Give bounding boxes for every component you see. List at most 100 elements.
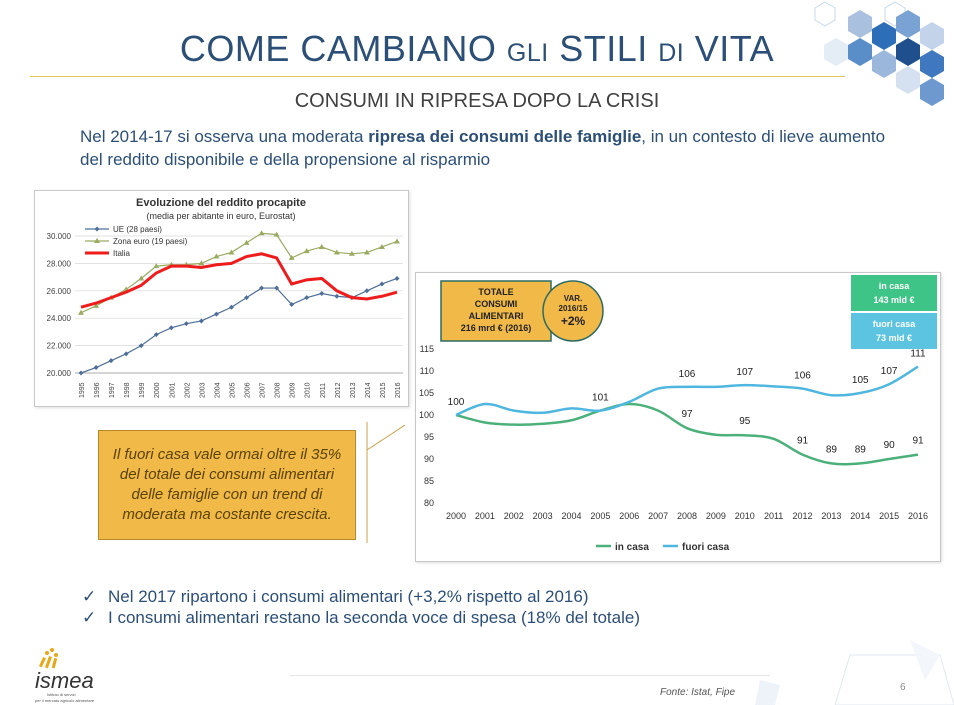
x-tick-label: 2010 — [305, 382, 312, 398]
x-tick-label: 2005 — [590, 511, 610, 521]
data-point — [318, 243, 325, 249]
x-tick-label: 2005 — [229, 382, 236, 398]
callout-box: Il fuori casa vale ormai oltre il 35% de… — [98, 430, 356, 540]
data-point — [123, 351, 129, 357]
legend-marker — [94, 238, 100, 243]
data-label: 90 — [884, 440, 896, 451]
chart-subtitle: (media per abitante in euro, Eurostat) — [146, 211, 295, 221]
data-point — [333, 249, 340, 255]
y-tick-label: 22.000 — [47, 342, 72, 351]
x-tick-label: 2000 — [446, 511, 466, 521]
variation-label: 2016/15 — [559, 304, 588, 313]
data-label: 106 — [794, 371, 811, 382]
x-tick-label: 2015 — [380, 382, 387, 398]
consumption-chart-panel: 80 85 90 95 100 105 110 115 2000 2001 2002 2003 2004… — [415, 272, 941, 562]
data-point — [394, 275, 400, 281]
checkmark-icon: ✓ — [82, 608, 97, 627]
fuori-casa-box — [851, 313, 937, 349]
income-chart-panel: Evoluzione del reddito procapite (media p… — [34, 190, 409, 407]
x-tick-label: 2000 — [154, 382, 161, 398]
x-tick-label: 2007 — [648, 511, 668, 521]
svg-text:per il mercato agricolo alimen: per il mercato agricolo alimentare — [35, 698, 95, 703]
x-tick-label: 2013 — [350, 382, 357, 398]
data-point — [168, 325, 174, 331]
data-point — [244, 295, 250, 301]
data-point — [78, 309, 84, 315]
page-subtitle: CONSUMI IN RIPRESA DOPO LA CRISI — [294, 90, 660, 112]
consumption-chart: 80 85 90 95 100 105 110 115 2000 2001 2002 2003 2004… — [419, 275, 937, 553]
in-casa-value: 143 mld € — [873, 295, 914, 305]
x-tick-label: 2006 — [245, 382, 252, 398]
y-tick-label: 95 — [424, 432, 434, 442]
y-tick-label: 20.000 — [47, 369, 72, 378]
data-point — [198, 260, 205, 266]
x-tick-label: 2003 — [533, 511, 553, 521]
fuori-casa-value: 73 mld € — [876, 333, 912, 343]
data-label: 106 — [679, 369, 696, 380]
x-tick-label: 2015 — [879, 511, 899, 521]
data-point — [319, 291, 325, 297]
legend-marker — [94, 226, 100, 232]
data-label: 91 — [912, 436, 924, 447]
data-label: 91 — [797, 436, 809, 447]
variation-value: +2% — [561, 314, 586, 328]
data-point — [378, 243, 385, 249]
legend-label: in casa — [615, 542, 649, 553]
logo-wordmark: ismea — [35, 668, 94, 693]
data-point — [288, 254, 295, 260]
y-tick-label: 85 — [424, 476, 434, 486]
data-point — [394, 238, 400, 244]
variation-circle — [542, 280, 604, 342]
page-number: 6 — [900, 682, 906, 693]
x-tick-label: 2014 — [850, 511, 870, 521]
x-tick-label: 2007 — [260, 382, 267, 398]
data-point — [228, 304, 234, 310]
y-tick-label: 24.000 — [47, 314, 72, 323]
x-tick-label: 1997 — [109, 382, 116, 398]
y-tick-label: 90 — [424, 454, 434, 464]
legend-label: UE (28 paesi) — [113, 225, 162, 234]
y-tick-label: 26.000 — [47, 287, 72, 296]
data-label: 100 — [448, 397, 465, 408]
x-tick-label: 1998 — [124, 382, 131, 398]
bullet-item: ✓ I consumi alimentari restano la seconda… — [82, 608, 641, 627]
hexagon-decoration — [814, 1, 944, 106]
x-tick-label: 2009 — [706, 511, 726, 521]
x-tick-label: 2003 — [199, 382, 206, 398]
data-point — [243, 239, 250, 245]
data-point — [183, 321, 189, 327]
x-tick-label: 2010 — [735, 511, 755, 521]
data-label: 105 — [852, 375, 869, 386]
title-divider — [30, 76, 845, 77]
data-point — [228, 249, 235, 255]
series-line-ue — [80, 277, 398, 374]
x-tick-label: 2002 — [184, 382, 191, 398]
y-tick-label: 80 — [424, 498, 434, 508]
data-label: 97 — [681, 409, 693, 420]
callout-connector — [366, 422, 405, 543]
footer-divider — [290, 675, 770, 676]
data-point — [213, 253, 220, 259]
x-tick-label: 2008 — [677, 511, 697, 521]
x-tick-label: 2001 — [475, 511, 495, 521]
data-point — [303, 248, 310, 254]
data-point — [153, 332, 159, 338]
data-label: 107 — [736, 367, 753, 378]
data-point — [78, 370, 84, 376]
callout-text: Il fuori casa vale ormai oltre il 35% de… — [112, 446, 342, 523]
data-label: 89 — [826, 444, 838, 455]
source-note: Fonte: Istat, Fipe — [660, 687, 736, 698]
data-point — [273, 231, 280, 237]
totale-text: 216 mrd € (2016) — [461, 323, 532, 333]
x-tick-label: 2013 — [821, 511, 841, 521]
x-tick-label: 2006 — [619, 511, 639, 521]
y-tick-label: 105 — [419, 388, 434, 398]
data-point — [93, 365, 99, 371]
y-tick-label: 28.000 — [47, 259, 72, 268]
x-tick-label: 2016 — [395, 382, 402, 398]
x-tick-label: 2004 — [561, 511, 581, 521]
svg-text:Istituto di servizi: Istituto di servizi — [47, 692, 76, 697]
series-line-in-casa — [455, 402, 919, 466]
data-label: 111 — [910, 349, 926, 360]
data-point — [198, 318, 204, 324]
